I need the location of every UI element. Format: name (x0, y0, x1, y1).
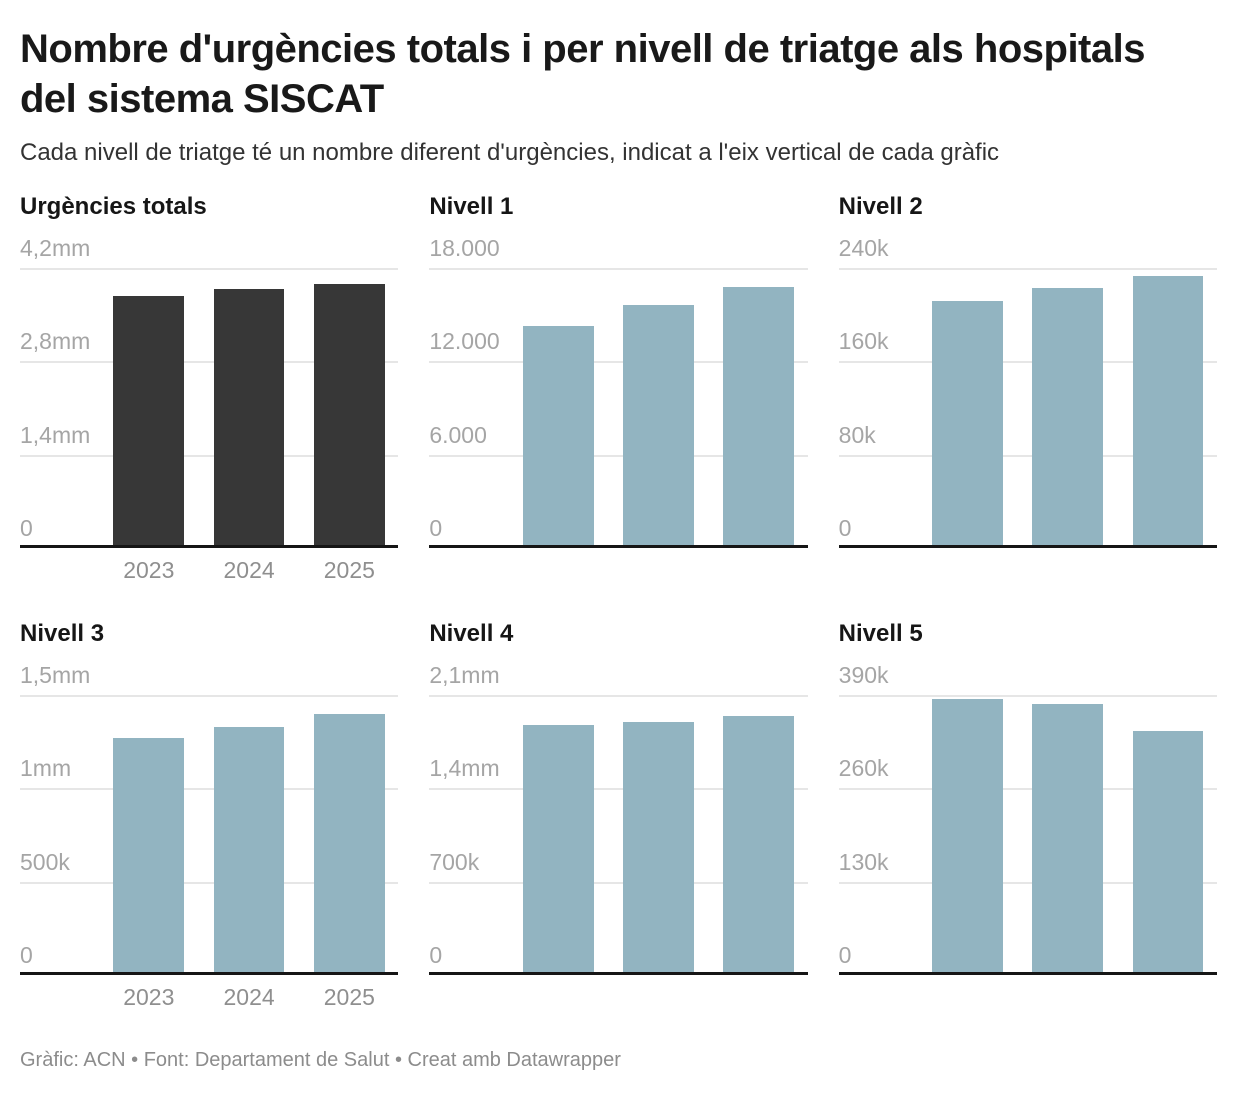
gridline (20, 882, 399, 884)
small-multiples-grid: Urgències totals 4,2mm 2,8mm 1,4mm 0 2023 2024… (20, 192, 1217, 1013)
x-axis-label-2024: 2024 (223, 557, 275, 583)
y-axis-tick-label: 2,1mm (429, 662, 500, 688)
bar-2024 (1032, 704, 1104, 975)
bar-2025 (313, 284, 385, 548)
y-axis-tick-label: 130k (838, 849, 889, 875)
x-axis-label-2023: 2023 (123, 984, 175, 1010)
y-axis-tick-label: 390k (838, 662, 889, 688)
gridline (20, 788, 399, 790)
gridline (429, 361, 808, 363)
bar-2023 (522, 326, 594, 548)
gridline (838, 695, 1217, 697)
x-axis-label-2023: 2023 (123, 557, 175, 583)
gridline (20, 455, 399, 457)
chart-panel-nivell-4: Nivell 4 2,1mm 1,4mm 700k 0 (429, 619, 808, 1013)
chart-panel-nivell-2: Nivell 2 240k 160k 80k 0 (838, 192, 1217, 586)
x-axis-labels: 2023 2024 2025 (20, 556, 398, 586)
gridline (838, 788, 1217, 790)
gridline (20, 268, 399, 270)
chart-panel-nivell-3: Nivell 3 1,5mm 1mm 500k 0 2023 2024 2025 (20, 619, 399, 1013)
x-axis-baseline (429, 545, 808, 548)
bar-2024 (623, 722, 694, 975)
y-axis-tick-label: 1,4mm (20, 422, 91, 448)
y-axis-tick-label: 2,8mm (20, 328, 91, 354)
gridline (20, 361, 399, 363)
gridline (429, 455, 808, 457)
y-axis-tick-label: 4,2mm (20, 235, 91, 261)
x-axis-baseline (838, 545, 1217, 548)
y-axis-tick-label: 0 (838, 515, 852, 541)
x-axis-baseline (429, 972, 808, 975)
bar-2023 (522, 725, 594, 975)
bar-2024 (623, 305, 694, 548)
gridline (838, 882, 1217, 884)
chart-panel-urg-ncies-totals: Urgències totals 4,2mm 2,8mm 1,4mm 0 2023 2024… (20, 192, 399, 586)
plot-area: 4,2mm 2,8mm 1,4mm 0 (20, 235, 399, 548)
panel-title: Nivell 5 (838, 620, 923, 647)
panel-title: Nivell 3 (20, 620, 105, 647)
y-axis-tick-label: 0 (429, 942, 443, 968)
bar-2023 (113, 296, 185, 548)
x-axis-label-2025: 2025 (323, 557, 375, 583)
y-axis-tick-label: 240k (838, 235, 889, 261)
y-axis-tick-label: 0 (20, 515, 33, 541)
gridline (429, 882, 808, 884)
gridline (429, 788, 808, 790)
bar-2025 (1132, 731, 1204, 975)
x-axis-label-2024: 2024 (223, 984, 275, 1010)
panel-title: Nivell 2 (838, 193, 923, 220)
plot-area: 1,5mm 1mm 500k 0 (20, 662, 399, 975)
panel-title: Nivell 4 (429, 620, 514, 647)
bar-2023 (932, 301, 1003, 548)
panel-title: Nivell 1 (429, 193, 514, 220)
y-axis-tick-label: 12.000 (429, 328, 500, 354)
y-axis-tick-label: 0 (20, 942, 33, 968)
y-axis-tick-label: 1mm (20, 755, 72, 781)
bar-2024 (213, 289, 285, 548)
plot-area: 240k 160k 80k 0 (838, 235, 1217, 548)
bar-2023 (932, 699, 1003, 975)
bar-2023 (113, 738, 185, 975)
x-axis-labels: 2023 2024 2025 (20, 983, 398, 1013)
chart-panel-nivell-1: Nivell 1 18.000 12.000 6.000 0 (429, 192, 808, 586)
gridline (20, 695, 399, 697)
plot-area: 2,1mm 1,4mm 700k 0 (429, 662, 808, 975)
y-axis-tick-label: 260k (838, 755, 889, 781)
y-axis-tick-label: 500k (20, 849, 70, 875)
x-axis-baseline (20, 545, 399, 548)
y-axis-tick-label: 1,4mm (429, 755, 500, 781)
chart-footer-credits: Gràfic: ACN • Font: Departament de Salut… (20, 1049, 621, 1071)
y-axis-tick-label: 1,5mm (20, 662, 91, 688)
y-axis-tick-label: 6.000 (429, 422, 487, 448)
bar-2025 (723, 716, 795, 975)
bar-2025 (723, 287, 795, 548)
y-axis-tick-label: 160k (838, 328, 889, 354)
y-axis-tick-label: 0 (838, 942, 852, 968)
y-axis-tick-label: 0 (429, 515, 443, 541)
bar-2024 (1032, 288, 1104, 548)
panel-title: Urgències totals (20, 193, 207, 220)
gridline (838, 361, 1217, 363)
y-axis-tick-label: 18.000 (429, 235, 500, 261)
x-axis-label-2025: 2025 (323, 984, 375, 1010)
chart-panel-nivell-5: Nivell 5 390k 260k 130k 0 (838, 619, 1217, 1013)
gridline (429, 268, 808, 270)
bar-2025 (313, 714, 385, 975)
y-axis-tick-label: 80k (838, 422, 876, 448)
gridline (429, 695, 808, 697)
chart-main-title: Nombre d'urgències totals i per nivell d… (20, 27, 1145, 121)
x-axis-baseline (20, 972, 399, 975)
gridline (838, 268, 1217, 270)
gridline (838, 455, 1217, 457)
bar-2025 (1132, 276, 1204, 548)
x-axis-baseline (838, 972, 1217, 975)
y-axis-tick-label: 700k (429, 849, 480, 875)
bar-2024 (213, 727, 285, 975)
plot-area: 18.000 12.000 6.000 0 (429, 235, 808, 548)
chart-subtitle: Cada nivell de triatge té un nombre dife… (20, 139, 1000, 166)
plot-area: 390k 260k 130k 0 (838, 662, 1217, 975)
